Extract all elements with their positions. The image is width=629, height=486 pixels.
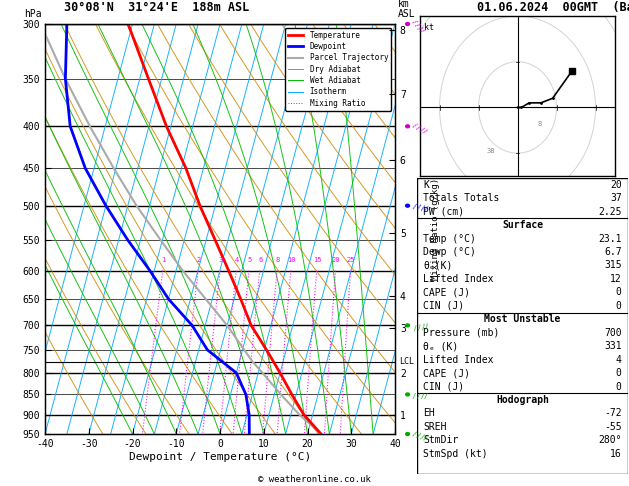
Text: Pressure (mb): Pressure (mb) [423,328,499,338]
Text: ////: //// [411,391,428,398]
Text: 1: 1 [162,257,165,262]
Text: StmSpd (kt): StmSpd (kt) [423,449,488,459]
Text: ////: //// [411,428,429,440]
Text: -55: -55 [604,422,621,432]
Text: 30°08'N  31°24'E  188m ASL: 30°08'N 31°24'E 188m ASL [64,1,249,14]
Text: StmDir: StmDir [423,435,459,445]
Text: 0: 0 [616,287,621,297]
Text: 2: 2 [197,257,201,262]
Text: 4: 4 [235,257,239,262]
Text: CAPE (J): CAPE (J) [423,368,470,378]
Text: 01.06.2024  00GMT  (Base: 00): 01.06.2024 00GMT (Base: 00) [477,1,629,14]
Text: Hodograph: Hodograph [496,395,549,405]
Text: Totals Totals: Totals Totals [423,193,499,203]
Text: Most Unstable: Most Unstable [484,314,560,324]
Text: 280°: 280° [598,435,621,445]
Legend: Temperature, Dewpoint, Parcel Trajectory, Dry Adiabat, Wet Adiabat, Isotherm, Mi: Temperature, Dewpoint, Parcel Trajectory… [285,28,391,111]
Text: Dewp (°C): Dewp (°C) [423,247,476,257]
Text: 12: 12 [610,274,621,284]
Text: 8: 8 [537,121,541,127]
Text: 15: 15 [313,257,321,262]
Text: ////: //// [411,201,428,210]
Text: Mixing Ratio (g/kg): Mixing Ratio (g/kg) [431,178,440,280]
Text: Temp (°C): Temp (°C) [423,234,476,243]
Text: LCL: LCL [399,357,414,366]
Text: 0: 0 [616,301,621,311]
Text: 4: 4 [616,355,621,364]
Text: ////: //// [411,16,426,33]
Text: 331: 331 [604,341,621,351]
Text: CIN (J): CIN (J) [423,301,464,311]
Text: © weatheronline.co.uk: © weatheronline.co.uk [258,474,371,484]
X-axis label: Dewpoint / Temperature (°C): Dewpoint / Temperature (°C) [129,451,311,462]
Text: PW (cm): PW (cm) [423,207,464,217]
Text: CIN (J): CIN (J) [423,382,464,392]
Text: hPa: hPa [25,9,42,19]
Text: 10: 10 [287,257,296,262]
Text: 3: 3 [219,257,223,262]
Text: 315: 315 [604,260,621,270]
Text: EH: EH [423,408,435,418]
Text: Lifted Index: Lifted Index [423,355,494,364]
Text: 23.1: 23.1 [598,234,621,243]
Text: -72: -72 [604,408,621,418]
Text: ////: //// [411,321,428,330]
Text: SREH: SREH [423,422,447,432]
Text: 16: 16 [610,449,621,459]
Text: 700: 700 [604,328,621,338]
Text: Lifted Index: Lifted Index [423,274,494,284]
Text: 20: 20 [331,257,340,262]
Text: K: K [423,180,429,190]
Text: 2.25: 2.25 [598,207,621,217]
Text: 6.7: 6.7 [604,247,621,257]
Text: 6: 6 [259,257,262,262]
Text: CAPE (J): CAPE (J) [423,287,470,297]
Text: 25: 25 [347,257,355,262]
Text: θₑ (K): θₑ (K) [423,341,459,351]
Text: 8: 8 [276,257,280,262]
Text: Surface: Surface [502,220,543,230]
Text: 5: 5 [248,257,252,262]
Text: km
ASL: km ASL [398,0,416,19]
Text: 0: 0 [616,382,621,392]
Text: 37: 37 [610,193,621,203]
Text: ////: //// [411,120,428,133]
Text: 0: 0 [616,368,621,378]
Text: 20: 20 [610,180,621,190]
Text: θₑ(K): θₑ(K) [423,260,453,270]
Text: kt: kt [424,23,434,32]
Text: 38: 38 [486,148,495,154]
